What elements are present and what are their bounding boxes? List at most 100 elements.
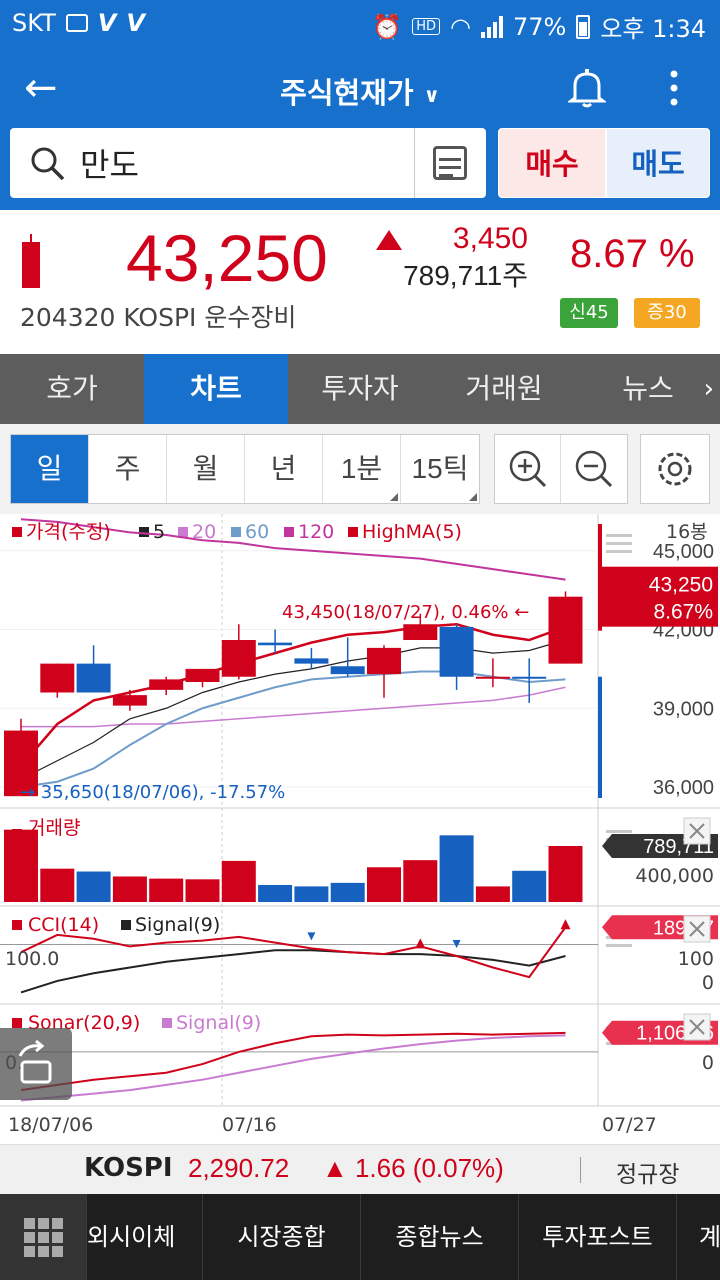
period-minute-label: 1분 [340,453,383,484]
candle-body [475,676,510,679]
volume-bar [221,860,256,902]
volume-bar [512,870,547,902]
ma-line-upper [20,518,566,581]
tab-news[interactable]: 뉴스 [622,372,674,405]
legend-swatch [121,920,131,930]
signal-icon [480,15,503,38]
period-day[interactable]: 일 [11,435,89,503]
up-triangle-icon [376,230,402,250]
cci-signal-arrow [307,932,316,941]
cci-signal-line [20,949,566,994]
bar-count-label: 16봉 [666,521,708,543]
legend-ma5: 5 [153,521,165,543]
buy-button[interactable]: 매수 [498,128,606,198]
chevron-right-icon[interactable]: › [703,374,714,404]
x-label-end: 07/27 [602,1114,657,1136]
volume-tick: 400,000 [635,865,714,887]
price-change: 3,450 [452,222,528,255]
v-alert-icon: V [126,9,145,37]
period-week[interactable]: 주 [89,435,167,503]
calendar-icon[interactable] [414,128,486,198]
panel-handle-icon [606,550,632,553]
tab-orderbook[interactable]: 호가 [46,372,98,405]
candle-body [403,624,438,640]
close-icon [689,823,705,839]
gallery-icon [65,14,88,32]
nav-transfer[interactable]: 외시이체 [86,1194,202,1280]
volume-bar [294,886,329,902]
volume-bar [185,879,220,902]
index-value: 2,290.72 [188,1153,290,1183]
v-icon: V [97,9,117,37]
period-month[interactable]: 월 [167,435,245,503]
app-header: SKT V V ⏰ HD ◠ 77% 오후 1:34 ← 주식현재가 ∨ 매수 매… [0,0,720,210]
stock-code-line: 204320 KOSPI 운수장비 [20,303,297,332]
volume-bar [76,871,111,902]
cci-tick-100: 100 [678,948,714,970]
candle-body [149,679,184,690]
cci-signal-label: Signal(9) [135,914,220,936]
panel-handle-icon [606,830,632,833]
volume-bar [330,882,365,902]
last-price-tag [600,566,718,627]
price-tick-label: 39,000 [653,698,714,720]
cci-signal-arrow [560,919,571,930]
gear-icon [658,452,692,486]
nav-more[interactable]: 계 [676,1194,720,1280]
stock-search-box[interactable] [10,128,486,198]
volume-bar [112,876,147,902]
period-tick[interactable]: 15틱 [401,435,479,503]
menu-grid-icon[interactable] [0,1194,86,1280]
cci-signal-arrow [452,940,461,948]
cci-ref-label: 100.0 [5,948,59,970]
nav-market-summary[interactable]: 시장종합 [202,1194,360,1280]
period-year[interactable]: 년 [245,435,323,503]
more-vert-icon[interactable] [664,68,684,108]
legend-ma60: 60 [245,521,269,543]
zoom-in-button[interactable] [495,435,561,503]
market-session: 정규장 [616,1162,680,1188]
sell-button[interactable]: 매도 [606,128,710,198]
period-selector: 일 주 월 년 1분 15틱 [10,434,480,504]
quote-panel: 43,250 3,450 789,711주 8.67 % 204320 KOSP… [0,210,720,344]
stock-chart[interactable]: 45,000 42,000 39,000 36,000 가격(수정) 5 20 60 … [0,514,720,1144]
wifi-icon: ◠ [450,12,471,41]
back-arrow-icon[interactable]: ← [24,65,58,111]
rotate-screen-button[interactable] [0,1028,72,1100]
cci-signal-arrow [415,938,426,949]
zoom-out-button[interactable] [561,435,627,503]
screen-title-text: 주식현재가 [280,76,414,110]
candle-body [4,730,38,797]
chart-settings-button[interactable] [640,434,710,504]
tab-investor[interactable]: 투자자 [321,372,399,405]
price-range-bar-down [598,676,602,798]
bell-icon[interactable] [568,68,606,108]
nav-news[interactable]: 종합뉴스 [360,1194,518,1280]
candle-body [330,666,365,675]
last-price-tag-pct: 8.67% [653,601,713,624]
ma60-line [20,670,566,788]
battery-icon [576,14,591,39]
tab-chart[interactable]: 차트 [144,354,288,424]
period-tick-label: 15틱 [411,453,469,484]
period-minute[interactable]: 1분 [323,435,401,503]
sonar-tick-0: 0 [702,1052,714,1074]
tab-broker[interactable]: 거래원 [465,372,543,405]
legend-ma120: 120 [298,521,334,543]
stock-search-input[interactable] [80,140,410,186]
chart-toolbar: 일 주 월 년 1분 15틱 [0,424,720,514]
nav-invest-post[interactable]: 투자포스트 [518,1194,676,1280]
cci-label: CCI(14) [28,914,99,936]
market-index-bar[interactable]: KOSPI 2,290.72 ▲ 1.66 (0.07%) 정규장 [0,1144,720,1194]
app-bar: ← 주식현재가 ∨ [0,50,720,128]
zoom-out-icon [575,450,613,488]
legend-swatch [162,1018,172,1028]
divider [580,1157,581,1183]
volume-bar [40,868,75,902]
screen-title[interactable]: 주식현재가 ∨ [0,70,720,112]
candle-body [548,596,583,664]
candle-body [221,640,256,677]
legend-swatch [12,527,22,537]
x-label-mid: 07/16 [222,1114,277,1136]
